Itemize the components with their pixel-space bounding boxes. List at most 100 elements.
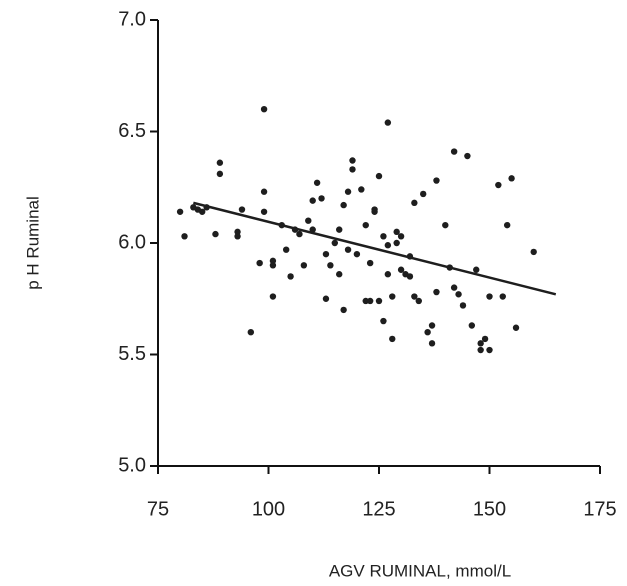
point <box>508 175 515 182</box>
x-axis-title: AGV RUMINAL, mmol/L <box>329 561 511 580</box>
point <box>238 206 246 213</box>
point <box>486 346 493 354</box>
point <box>415 297 422 305</box>
point <box>336 271 343 278</box>
x-tick-label: 75 <box>147 498 169 520</box>
point <box>428 340 436 347</box>
point <box>464 152 471 160</box>
point <box>234 228 241 236</box>
point <box>318 195 325 202</box>
point <box>397 266 405 273</box>
point <box>181 233 188 240</box>
point <box>327 262 334 269</box>
y-tick-label: 6.0 <box>118 231 146 253</box>
point <box>384 271 392 278</box>
x-tick-label: 150 <box>473 498 506 520</box>
point <box>366 297 374 305</box>
point <box>380 317 387 325</box>
point <box>455 291 462 298</box>
point <box>397 233 405 240</box>
point <box>260 106 268 113</box>
point <box>234 233 241 240</box>
point <box>459 302 467 309</box>
y-axis-title: p H Ruminal <box>23 196 42 290</box>
point <box>380 233 387 240</box>
point <box>495 181 502 189</box>
point <box>362 221 369 229</box>
point <box>406 273 414 280</box>
point <box>384 242 392 249</box>
y-tick-label: 5.5 <box>118 343 146 365</box>
point <box>428 322 436 329</box>
point <box>336 226 343 233</box>
point <box>424 329 431 336</box>
point <box>344 188 352 195</box>
point <box>375 297 383 305</box>
y-tick-label: 7.0 <box>118 8 146 30</box>
x-tick-label: 175 <box>583 498 616 520</box>
point <box>349 166 356 173</box>
y-tick-label: 6.5 <box>118 120 146 142</box>
x-tick-label: 100 <box>252 498 285 520</box>
point <box>260 188 268 195</box>
point <box>216 170 224 178</box>
point <box>384 119 392 126</box>
point <box>331 239 338 247</box>
point <box>375 172 383 180</box>
point <box>499 293 506 300</box>
point <box>300 262 308 269</box>
point <box>486 293 493 300</box>
point <box>287 273 294 280</box>
point <box>309 197 316 204</box>
point <box>481 335 489 343</box>
point <box>199 208 206 215</box>
point <box>269 293 277 300</box>
point <box>366 259 374 267</box>
point <box>282 246 290 253</box>
point <box>530 248 537 256</box>
point <box>269 257 277 265</box>
point <box>433 288 440 296</box>
point <box>477 346 484 354</box>
point <box>176 208 184 215</box>
point <box>353 250 361 258</box>
point <box>450 148 458 155</box>
x-tick-label: 125 <box>362 498 395 520</box>
point <box>340 201 347 209</box>
point <box>362 297 369 305</box>
point <box>216 159 224 166</box>
point <box>389 335 396 343</box>
point <box>411 293 418 300</box>
point <box>473 266 480 273</box>
point <box>503 221 511 229</box>
point <box>512 324 520 331</box>
trendline <box>193 201 557 296</box>
point <box>468 322 476 329</box>
point <box>260 208 268 215</box>
point <box>433 177 440 184</box>
point <box>477 340 484 347</box>
point <box>393 228 400 236</box>
point <box>212 230 219 238</box>
point <box>393 239 400 247</box>
point <box>322 250 330 258</box>
point <box>322 295 330 302</box>
point <box>420 190 427 198</box>
point <box>247 329 255 336</box>
point <box>349 157 356 164</box>
point <box>313 179 321 186</box>
point <box>371 208 378 215</box>
point <box>269 262 277 269</box>
point <box>358 186 365 193</box>
point <box>296 230 303 238</box>
point <box>450 284 458 291</box>
y-tick-label: 5.0 <box>118 454 146 476</box>
point <box>389 293 396 300</box>
point <box>309 226 316 233</box>
point <box>442 221 449 229</box>
point <box>344 246 352 253</box>
point <box>256 259 263 267</box>
point <box>340 306 347 314</box>
point <box>305 217 312 224</box>
